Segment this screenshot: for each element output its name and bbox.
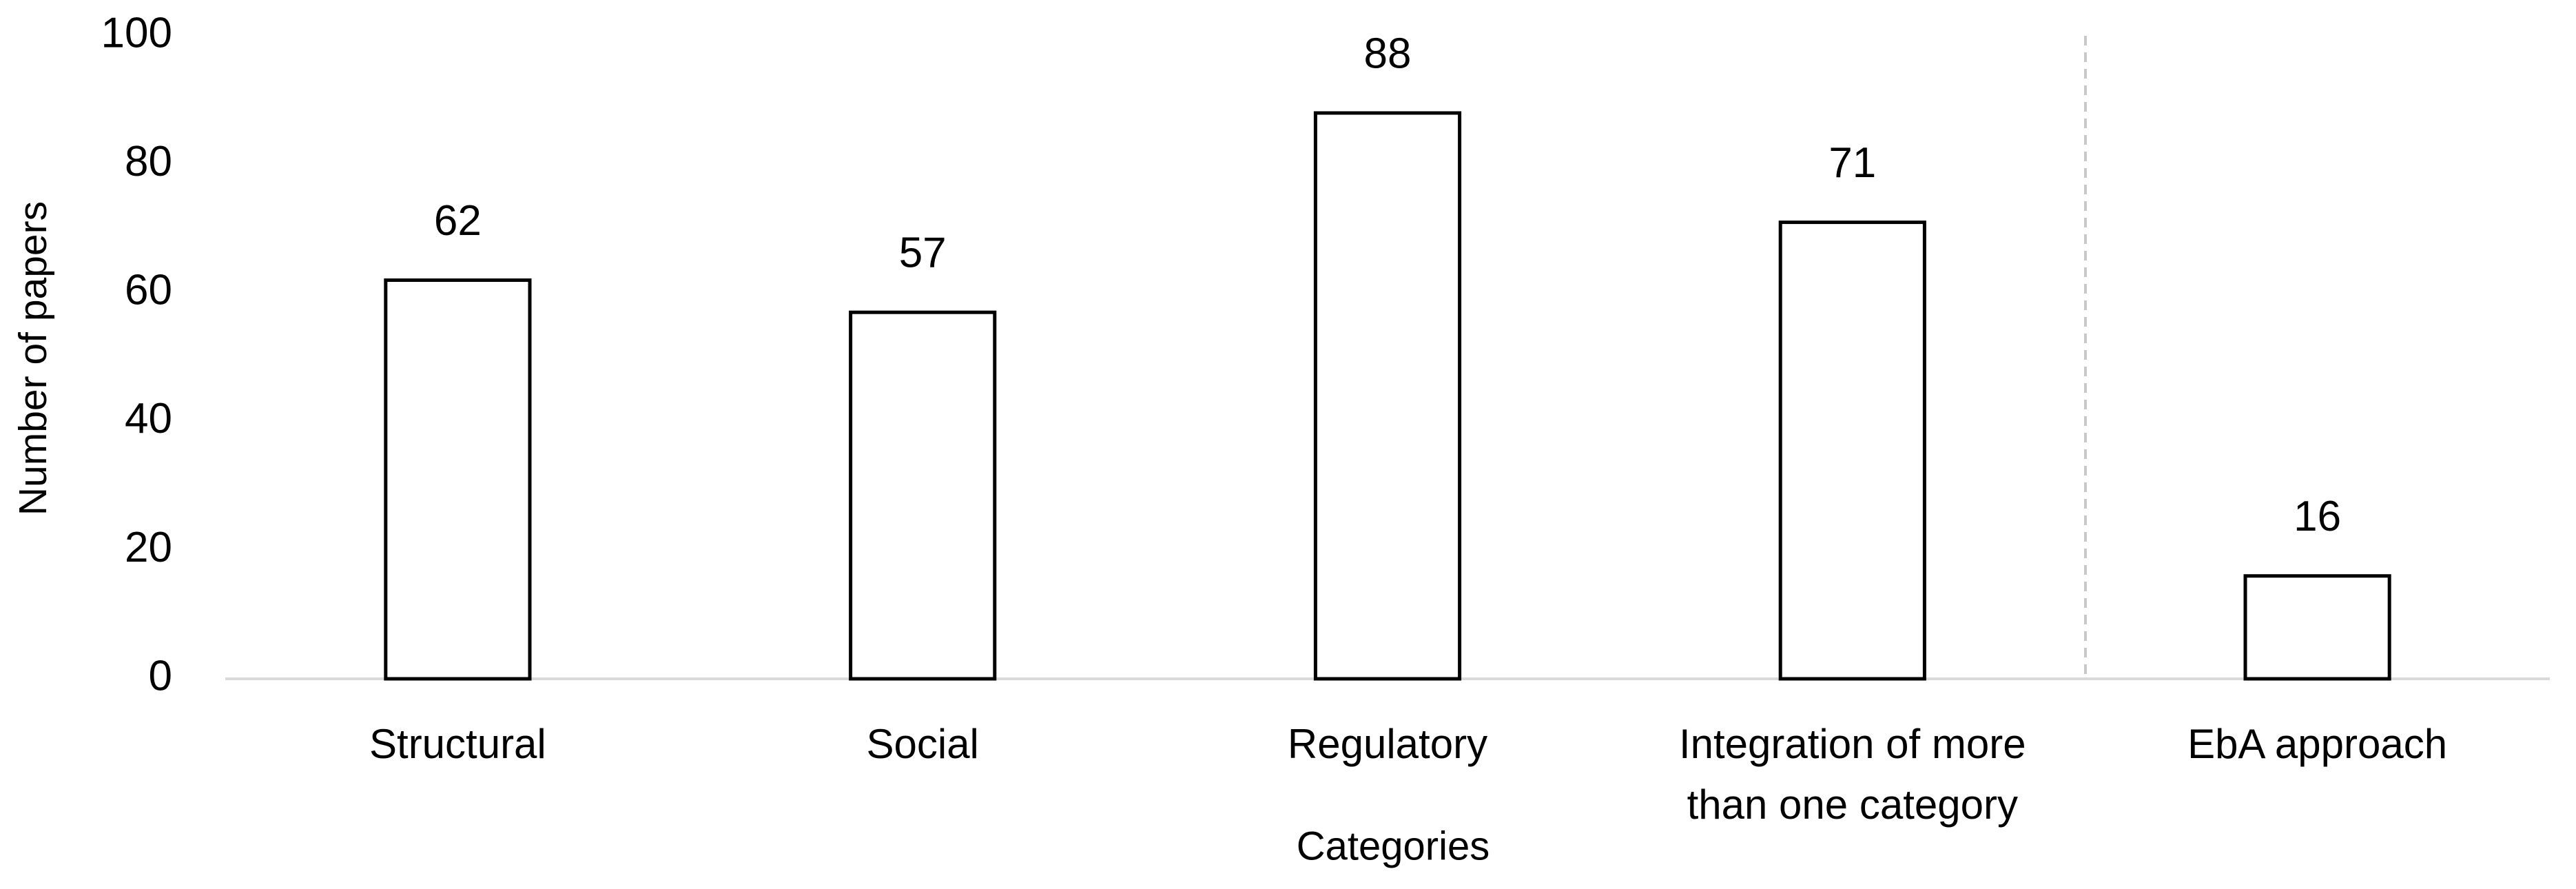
bar: [384, 278, 532, 681]
value-label: 16: [2294, 493, 2341, 540]
x-tick-label: Social: [866, 721, 979, 767]
bar: [1778, 221, 1926, 681]
x-tick-label: Structural: [369, 721, 546, 767]
bar: [849, 310, 997, 681]
y-tick-label: 100: [101, 9, 172, 57]
y-tick-label: 40: [125, 395, 172, 442]
value-label: 71: [1828, 139, 1876, 187]
y-tick-label: 0: [149, 652, 172, 699]
y-tick-label: 20: [125, 524, 172, 571]
x-axis-title: Categories: [1297, 824, 1490, 868]
x-tick-label: Regulatory: [1287, 721, 1488, 767]
y-tick-label: 80: [125, 138, 172, 185]
x-tick-label: EbA approach: [2187, 721, 2448, 767]
value-label: 62: [434, 197, 482, 245]
bar: [2243, 574, 2391, 681]
y-tick-label: 60: [125, 267, 172, 314]
y-axis-title: Number of papers: [11, 201, 55, 515]
value-label: 57: [899, 229, 947, 277]
x-tick-label: Integration of more than one category: [1678, 721, 2026, 828]
value-label: 88: [1364, 30, 1412, 77]
bar: [1313, 111, 1462, 681]
